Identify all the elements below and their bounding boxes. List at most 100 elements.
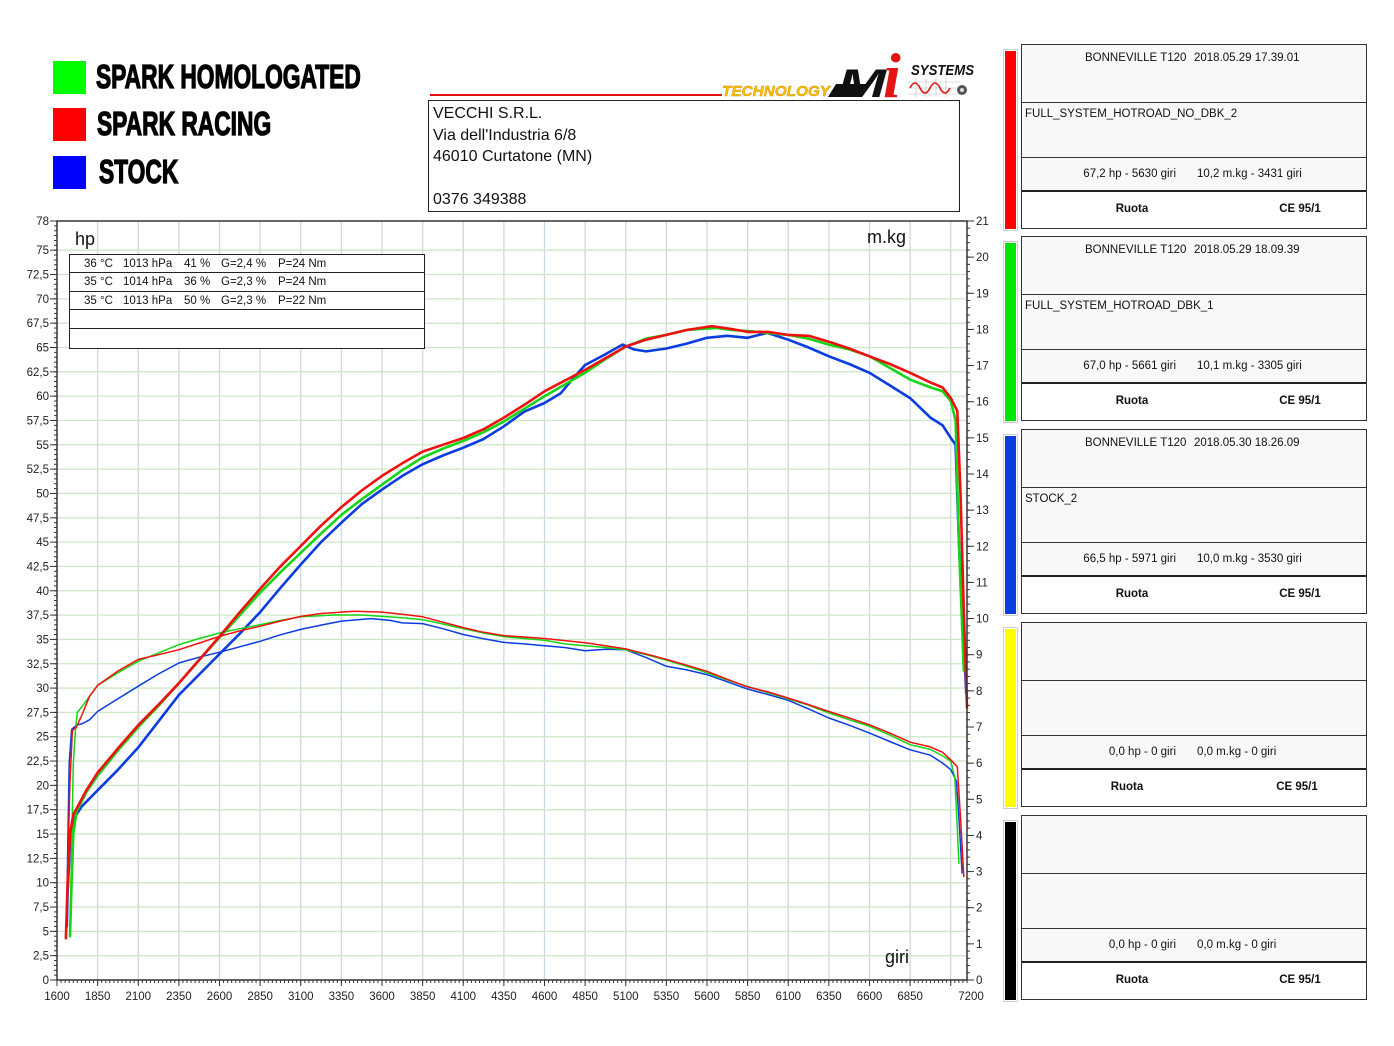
y2-axis-tick-label: 5	[976, 794, 982, 806]
y-axis-tick-label: 30	[36, 683, 49, 695]
run-panel-2: BONNEVILLE T120 2018.05.29 18.09.39 FULL…	[1003, 236, 1367, 423]
g-value: G=2,4 %	[221, 258, 267, 270]
x-axis-tick-label: 3850	[410, 991, 436, 1003]
stock-torque-curve	[66, 617, 963, 927]
y-axis-tick-label: 10	[36, 878, 49, 890]
x-axis-tick-label: 3600	[369, 991, 395, 1003]
measure-mode: Ruota	[1110, 781, 1144, 793]
run-header-row: BONNEVILLE T120 2018.05.30 18.26.09	[1022, 430, 1366, 488]
y-axis-tick-label: 2,5	[33, 951, 49, 963]
y-axis-tick-label: 20	[36, 780, 49, 792]
x-axis-tick-label: 4600	[532, 991, 558, 1003]
y2-axis-tick-label: 19	[976, 288, 989, 300]
logo-brand-i: i	[883, 40, 901, 102]
y-axis-tick-label: 75	[36, 245, 49, 257]
pressure: 1013 hPa	[123, 258, 173, 270]
run-mode-row: Ruota CE 95/1	[1022, 577, 1366, 613]
y-axis-tick-label: 22,5	[27, 756, 49, 768]
measure-mode: Ruota	[1115, 203, 1149, 215]
y-axis-tick-label: 62,5	[27, 367, 49, 379]
spark-racing-power-curve	[64, 324, 969, 940]
y-axis-tick-label: 37,5	[27, 610, 49, 622]
g-value: G=2,3 %	[221, 276, 267, 289]
humidity: 41 %	[184, 258, 211, 270]
x-axis-tick-label: 5850	[735, 991, 761, 1003]
y-axis-tick-label: 67,5	[27, 318, 49, 330]
phone-number: 0376 349388	[433, 191, 527, 209]
axis-ticks	[50, 220, 974, 986]
correction-standard: CE 95/1	[1279, 395, 1321, 407]
run-mode-row: Ruota CE 95/1	[1022, 192, 1366, 228]
correction-standard: CE 95/1	[1279, 588, 1321, 600]
dealer-address-box: VECCHI S.R.L. Via dell'Industria 6/8 460…	[428, 100, 960, 212]
y2-axis-tick-label: 13	[976, 505, 989, 517]
legend-label: SPARK RACING	[97, 104, 272, 142]
x-axis-unit-giri: giri	[885, 947, 910, 967]
city-address: 46010 Curtatone (MN)	[433, 148, 593, 166]
y-axis-tick-label: 25	[36, 732, 49, 744]
run-name-row: FULL_SYSTEM_HOTROAD_NO_DBK_2	[1022, 103, 1366, 158]
header-red-rule	[430, 94, 722, 96]
y-axis-tick-label: 32,5	[27, 659, 49, 671]
y2-axis-tick-label: 21	[976, 216, 989, 228]
bike-model: BONNEVILLE T120	[1085, 244, 1187, 256]
y-axis-tick-label: 12,5	[27, 853, 49, 865]
y2-axis-tick-label: 12	[976, 541, 989, 553]
x-axis-tick-label: 5350	[654, 991, 680, 1003]
legend-item-spark-racing: SPARK RACING	[53, 104, 383, 143]
run-peaks-row: 0,0 hp - 0 giri 0,0 m.kg - 0 giri	[1022, 929, 1366, 963]
y-axis-unit-hp: hp	[75, 229, 96, 249]
y-axis-tick-label: 27,5	[27, 707, 49, 719]
x-axis-tick-label: 4350	[491, 991, 517, 1003]
correction-standard: CE 95/1	[1276, 781, 1318, 793]
g-value: G=2,3 %	[221, 294, 267, 307]
run-datetime: 2018.05.29 18.09.39	[1194, 244, 1300, 256]
correction-standard: CE 95/1	[1279, 974, 1321, 986]
x-axis-tick-label: 5100	[613, 991, 639, 1003]
run-name: STOCK_2	[1025, 493, 1078, 505]
x-axis-tick-label: 2350	[166, 991, 192, 1003]
x-axis-tick-label: 4100	[450, 991, 476, 1003]
x-axis-tick-label: 2100	[125, 991, 151, 1003]
temperature: 35 °C	[84, 294, 113, 307]
bike-model: BONNEVILLE T120	[1085, 52, 1187, 64]
gear-icon	[957, 85, 967, 95]
x-axis-tick-label: 7200	[958, 991, 984, 1003]
run-color-bar-yellow	[1003, 627, 1018, 809]
peak-power: 67,0 hp - 5661 giri	[1083, 360, 1176, 372]
logo-wave-grid-icon	[908, 78, 960, 97]
y2-axis-tick-label: 9	[976, 650, 982, 662]
peak-power: 67,2 hp - 5630 giri	[1083, 168, 1176, 180]
spark-homologated-torque-curve	[69, 614, 960, 934]
x-axis-tick-label: 5600	[694, 991, 720, 1003]
run-peaks-row: 67,0 hp - 5661 giri 10,1 m.kg - 3305 gir…	[1022, 350, 1366, 384]
peak-torque: 10,0 m.kg - 3530 giri	[1197, 553, 1302, 565]
run-name-row	[1022, 681, 1366, 736]
legend-swatch-blue	[53, 156, 86, 189]
run-header-row: BONNEVILLE T120 2018.05.29 17.39.01	[1022, 45, 1366, 103]
run-header-row: BONNEVILLE T120 2018.05.29 18.09.39	[1022, 237, 1366, 295]
peak-torque: 0,0 m.kg - 0 giri	[1197, 746, 1277, 758]
y2-axis-tick-label: 1	[976, 939, 982, 951]
run-info-box: BONNEVILLE T120 2018.05.29 17.39.01 FULL…	[1021, 44, 1367, 229]
y-axis-tick-label: 52,5	[27, 464, 49, 476]
x-axis-tick-label: 1850	[85, 991, 111, 1003]
y2-axis-tick-label: 6	[976, 758, 982, 770]
x-axis-tick-label: 1600	[44, 991, 70, 1003]
y-axis-tick-label: 78	[36, 216, 49, 228]
p-value: P=24 Nm	[278, 258, 327, 270]
run-name-row: FULL_SYSTEM_HOTROAD_DBK_1	[1022, 295, 1366, 350]
x-axis-tick-label: 2850	[247, 991, 273, 1003]
peak-power: 0,0 hp - 0 giri	[1108, 746, 1176, 758]
y2-axis-tick-label: 14	[976, 469, 989, 481]
blank-line	[433, 168, 955, 190]
conditions-row-empty	[70, 310, 424, 329]
x-axis-tick-label: 4850	[572, 991, 598, 1003]
logo-brand-m: M	[838, 62, 888, 102]
conditions-row: 35 °C 1013 hPa 50 % G=2,3 % P=22 Nm	[70, 292, 424, 311]
run-info-box: 0,0 hp - 0 giri 0,0 m.kg - 0 giri Ruota …	[1021, 815, 1367, 1000]
correction-standard: CE 95/1	[1279, 203, 1321, 215]
y-axis-tick-label: 35	[36, 634, 49, 646]
x-axis-tick-label: 3100	[288, 991, 314, 1003]
run-color-bar-blue	[1003, 434, 1018, 616]
